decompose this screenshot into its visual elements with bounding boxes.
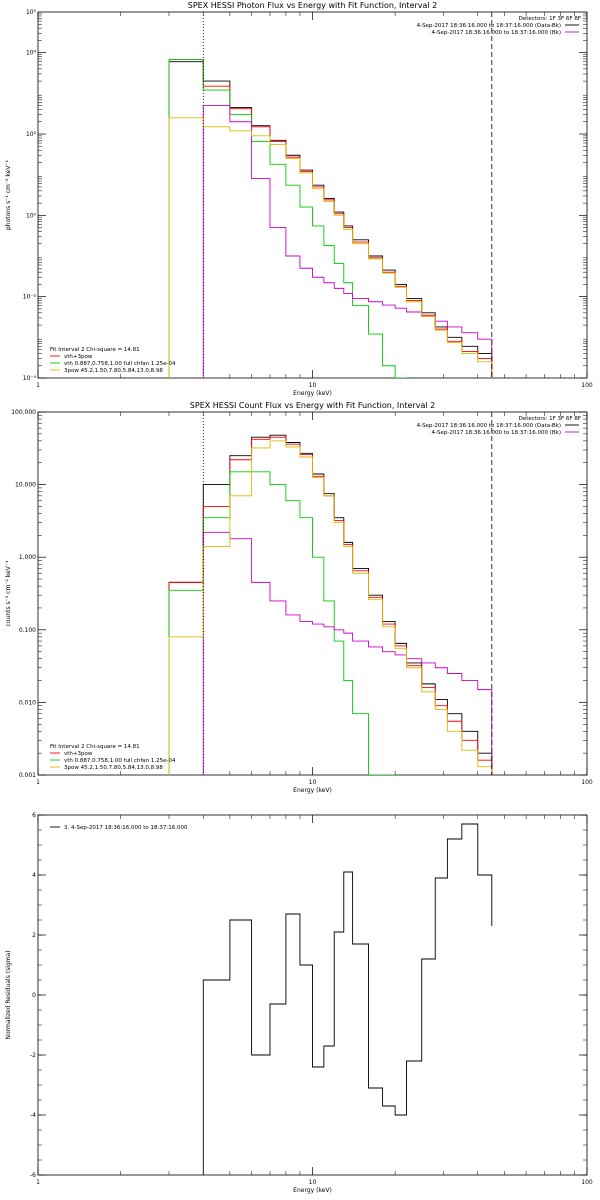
series-line-5: [168, 117, 493, 378]
y-axis-label: Normalized Residuals (sigma): [5, 950, 12, 1039]
y-tick-label: 4: [32, 872, 36, 879]
legend-detectors: Detectors: 1F 3F 6F 8F: [519, 416, 581, 422]
y-tick-label: 0: [32, 992, 36, 999]
y-tick-label: -4: [30, 1112, 36, 1119]
series-line-3: [168, 59, 407, 378]
y-tick-label: 2: [32, 932, 36, 939]
legend-entry: vth+3pow: [64, 354, 93, 360]
x-tick-label: 100: [581, 779, 593, 786]
y-tick-label: 10⁴: [26, 50, 37, 57]
legend-entry: vth 0.887,0.758,1.00 full chfan 1.25e-04: [64, 758, 176, 764]
chart-title: SPEX HESSI Photon Flux vs Energy with Fi…: [188, 1, 438, 10]
x-tick-label: 10: [309, 1179, 317, 1186]
y-tick-label: 10⁵: [26, 9, 37, 16]
x-tick-label: 1: [36, 382, 40, 389]
legend-fit-interval: Fit Interval 2 Chi-square = 14.81: [50, 744, 140, 750]
x-tick-label: 1: [36, 779, 40, 786]
x-axis-label: Energy (keV): [293, 787, 332, 794]
y-tick-label: 0.100: [19, 627, 36, 634]
series-line-1: [202, 823, 493, 1175]
plot-frame: [37, 11, 588, 379]
x-tick-label: 100: [581, 1179, 593, 1186]
legend-fit-interval: Fit Interval 2 Chi-square = 14.81: [50, 347, 140, 353]
y-tick-label: -6: [30, 1172, 36, 1179]
legend-entry: vth 0.887,0.758,1.00 full chfan 1.25e-04: [64, 361, 176, 367]
series-line-1: [168, 434, 493, 775]
y-tick-label: 10²: [26, 131, 37, 138]
y-tick-label: -2: [30, 1052, 36, 1059]
series-line-5: [168, 440, 493, 775]
y-axis-label: photons s⁻¹ cm⁻² keV⁻¹: [5, 159, 12, 230]
series-line-2: [168, 436, 493, 775]
legend-entry: 3pow 45.2,1.50,7.80,5.84,13.0,8.98: [64, 765, 163, 771]
series-line-4: [168, 105, 493, 378]
chart-panel-3: Energy (keV) Normalized Residuals (sigma)…: [5, 812, 593, 1194]
chart-panel-1: SPEX HESSI Photon Flux vs Energy with Fi…: [5, 1, 593, 397]
legend-entry: 4-Sep-2017 18:36:16.000 to 18:37:16.000 …: [432, 30, 562, 36]
x-tick-label: 10: [309, 382, 317, 389]
y-tick-label: 0.001: [19, 772, 36, 779]
y-tick-label: 0.010: [19, 699, 36, 706]
legend-entry: 3. 4-Sep-2017 18:36:16.000 to 18:37:16.0…: [64, 825, 188, 831]
x-axis-label: Energy (keV): [293, 390, 332, 397]
legend-entry: 4-Sep-2017 18:36:16.000 to 18:37:16.000 …: [417, 423, 561, 429]
series-line-2: [168, 59, 493, 378]
y-tick-label: 1.000: [19, 554, 36, 561]
x-tick-label: 1: [36, 1179, 40, 1186]
legend-entry: 4-Sep-2017 18:36:16.000 to 18:37:16.000 …: [432, 430, 562, 436]
y-axis-label: counts s⁻¹ cm⁻² keV⁻¹: [5, 560, 12, 626]
legend-entry: 4-Sep-2017 18:36:16.000 to 18:37:16.000 …: [417, 23, 561, 29]
x-axis-label: Energy (keV): [293, 1187, 332, 1194]
legend-entry: 3pow 45.2,1.50,7.80,5.84,13.0,8.98: [64, 368, 163, 374]
y-tick-label: 10.000: [15, 482, 36, 489]
y-tick-label: 6: [32, 812, 36, 819]
series-line-4: [168, 531, 493, 775]
chart-panel-2: SPEX HESSI Count Flux vs Energy with Fit…: [5, 401, 593, 794]
chart-title: SPEX HESSI Count Flux vs Energy with Fit…: [190, 401, 435, 410]
x-tick-label: 100: [581, 382, 593, 389]
y-tick-label: 10⁰: [26, 212, 37, 219]
x-tick-label: 10: [309, 779, 317, 786]
series-line-1: [168, 61, 493, 378]
y-tick-label: 100.000: [11, 409, 36, 416]
y-tick-label: 10⁻²: [23, 294, 37, 301]
legend-entry: vth+3pow: [64, 751, 93, 757]
legend-detectors: Detectors: 1F 3F 6F 8F: [519, 16, 581, 22]
y-tick-label: 10⁻⁴: [23, 375, 37, 382]
